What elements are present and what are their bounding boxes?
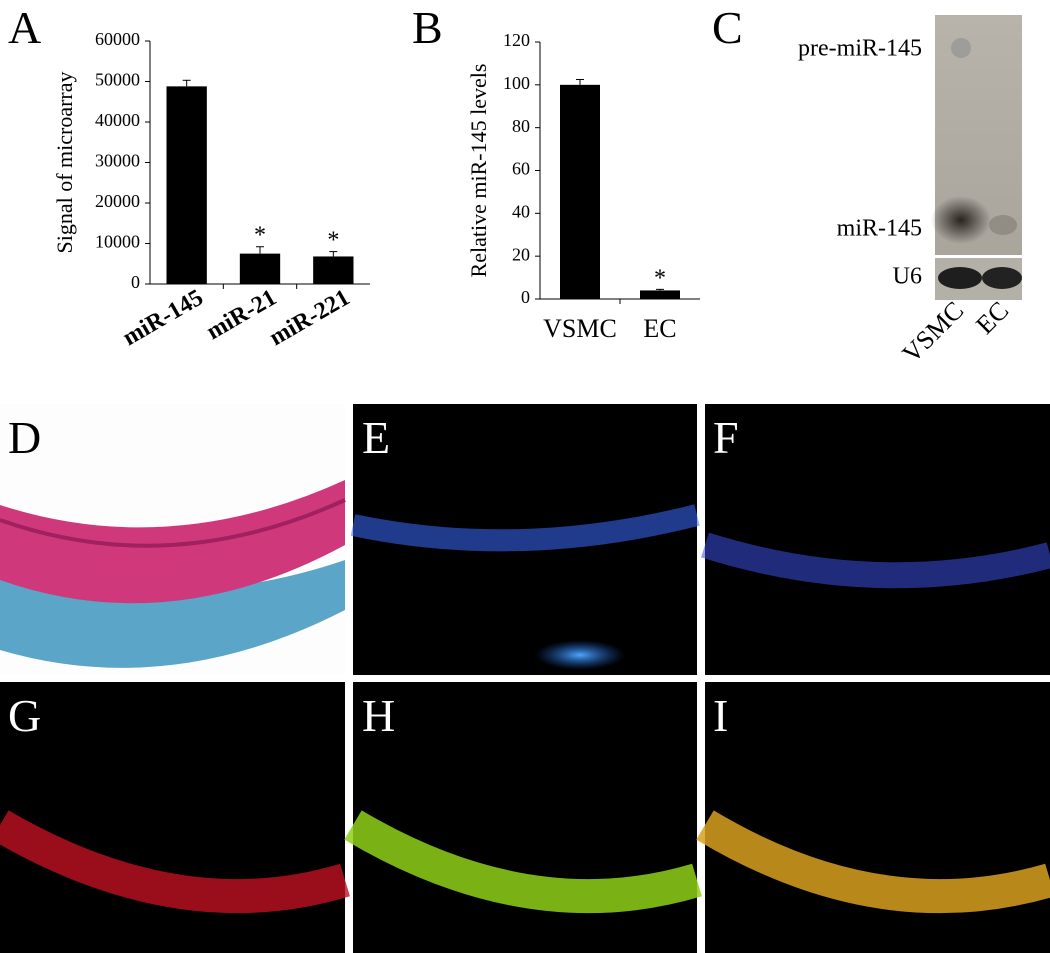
blot bbox=[931, 15, 1022, 300]
y-tick-label: 50000 bbox=[95, 70, 140, 90]
bar bbox=[640, 290, 680, 299]
band-label: U6 bbox=[893, 264, 922, 290]
y-tick-label: 120 bbox=[503, 30, 530, 50]
y-tick-label: 60 bbox=[512, 159, 530, 179]
bar bbox=[313, 256, 354, 284]
panel-label: E bbox=[362, 412, 390, 463]
y-tick-label: 10000 bbox=[95, 232, 140, 252]
panel-label: A bbox=[8, 2, 41, 53]
panel-label: H bbox=[362, 690, 395, 741]
y-tick-label: 0 bbox=[131, 272, 140, 292]
panel-label: G bbox=[8, 690, 41, 741]
band-label: pre-miR-145 bbox=[798, 36, 922, 62]
significance-mark: * bbox=[254, 223, 266, 249]
significance-mark: * bbox=[327, 228, 339, 254]
y-tick-label: 60000 bbox=[95, 29, 140, 49]
y-tick-label: 40000 bbox=[95, 110, 140, 130]
y-axis-label: Signal of microarray bbox=[52, 71, 77, 253]
band-label: miR-145 bbox=[837, 216, 922, 242]
bar bbox=[239, 253, 281, 284]
x-tick-label: miR-145 bbox=[118, 285, 207, 352]
y-tick-label: 0 bbox=[521, 287, 530, 307]
y-axis-label: Relative miR-145 levels bbox=[466, 64, 491, 278]
panel-label: C bbox=[712, 2, 743, 53]
y-tick-label: 100 bbox=[503, 73, 530, 93]
panel-label: D bbox=[8, 412, 41, 463]
y-tick-label: 20000 bbox=[95, 191, 140, 211]
x-tick-label: miR-221 bbox=[265, 285, 354, 352]
x-tick-label: EC bbox=[643, 314, 676, 343]
image-panels bbox=[0, 404, 1050, 953]
x-tick-label: VSMC bbox=[543, 314, 617, 343]
panel-label: F bbox=[713, 412, 739, 463]
significance-mark: * bbox=[654, 265, 666, 291]
bar bbox=[166, 86, 207, 284]
y-tick-label: 30000 bbox=[95, 151, 140, 171]
lane-label: VSMC bbox=[897, 296, 970, 369]
y-tick-label: 40 bbox=[512, 201, 530, 221]
panel-label: B bbox=[412, 2, 443, 53]
y-tick-label: 20 bbox=[512, 244, 530, 264]
lane-label: EC bbox=[970, 296, 1014, 340]
panel-label: I bbox=[713, 690, 728, 741]
bar bbox=[560, 84, 600, 299]
y-tick-label: 80 bbox=[512, 116, 530, 136]
